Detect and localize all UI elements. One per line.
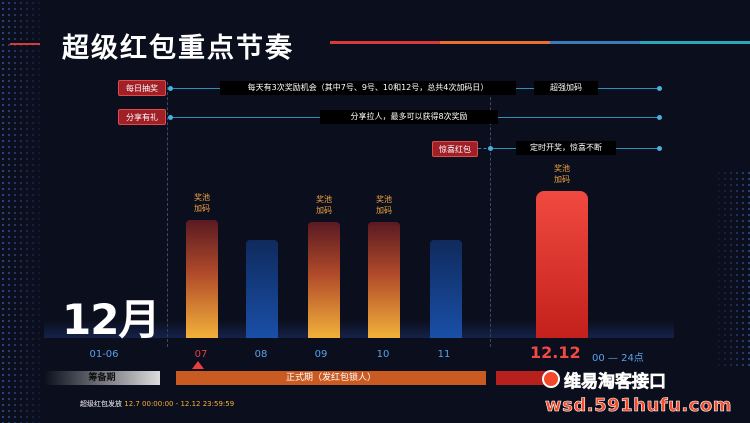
row-line-surprise-lead — [478, 148, 492, 149]
bar-label-line1: 奖池 — [554, 164, 570, 173]
divider-finale — [490, 82, 491, 347]
xaxis-day-10: 10 — [376, 349, 390, 360]
phase-official: 正式期（发红包锁人） — [176, 371, 486, 385]
bar-07 — [186, 220, 218, 338]
watermark-logo-icon — [542, 370, 560, 388]
bar-09 — [308, 222, 340, 338]
surprise-packet-text: 定时开奖，惊喜不断 — [516, 141, 616, 155]
tag-surprise-packet: 惊喜红包 — [432, 141, 478, 157]
row-dot-end-share — [657, 115, 662, 120]
xaxis-pre-label: 01-06 — [89, 349, 119, 360]
bar-label-line1: 奖池 — [376, 195, 392, 204]
bar-12-12 — [536, 191, 588, 338]
xaxis-final-day: 12.12 — [530, 343, 581, 362]
right-dot-pattern — [716, 170, 750, 370]
header-line-red — [330, 41, 440, 44]
bar-label-line2: 加码 — [376, 206, 392, 215]
bar-label-line2: 加码 — [554, 175, 570, 184]
tag-share-gift: 分享有礼 — [118, 109, 166, 125]
phase-prep: 筹备期 — [44, 371, 160, 385]
footer-release-time: 超级红包发放 12.7 00:00:00 - 12.12 23:59:59 — [80, 399, 234, 409]
header-line-teal — [640, 41, 750, 44]
page-title: 超级红包重点节奏 — [62, 33, 294, 64]
xaxis-day-11: 11 — [437, 349, 451, 360]
watermark-url: wsd.591hufu.com — [545, 395, 733, 417]
xaxis-final-hours: 00 — 24点 — [592, 353, 644, 364]
daily-draw-text: 每天有3次奖励机会（其中7号、9号、10和12号，总共4次加码日） — [220, 81, 516, 95]
current-day-marker — [192, 361, 204, 369]
bar-label-line2: 加码 — [316, 206, 332, 215]
header-line-orange — [440, 41, 550, 44]
bar-11 — [430, 240, 462, 338]
watermark-name-text: 维易淘客接口 — [564, 371, 667, 392]
bar-label-07: 奖池 加码 — [182, 192, 222, 214]
title-accent-line — [10, 43, 40, 45]
bar-label-09: 奖池 加码 — [304, 194, 344, 216]
bar-10 — [368, 222, 400, 338]
footer-value: 12.7 00:00:00 - 12.12 23:59:59 — [124, 400, 235, 408]
row-dot-end-surprise — [657, 146, 662, 151]
row-dot-start-surprise — [488, 146, 493, 151]
xaxis-day-09: 09 — [314, 349, 328, 360]
bar-label-line1: 奖池 — [316, 195, 332, 204]
share-gift-text: 分享拉人，最多可以获得8次奖励 — [320, 110, 498, 124]
xaxis-day-08: 08 — [254, 349, 268, 360]
divider-start — [167, 82, 168, 347]
left-dot-pattern — [0, 0, 40, 423]
watermark-name: 维易淘客接口 — [542, 368, 667, 392]
tag-daily-draw: 每日抽奖 — [118, 80, 166, 96]
xaxis-day-07: 07 — [194, 349, 208, 360]
footer-label: 超级红包发放 — [80, 400, 122, 408]
bar-08 — [246, 240, 278, 338]
bar-label-12-12: 奖池 加码 — [542, 163, 582, 185]
row-dot-start-daily — [168, 86, 173, 91]
bar-label-10: 奖池 加码 — [364, 194, 404, 216]
month-label: 12月 — [62, 295, 160, 344]
phase-finale — [496, 371, 548, 385]
daily-boost-text: 超强加码 — [534, 81, 598, 95]
bar-label-line1: 奖池 — [194, 193, 210, 202]
row-dot-start-share — [168, 115, 173, 120]
header-line-blue — [550, 41, 640, 44]
row-dot-end-daily — [657, 86, 662, 91]
bar-label-line2: 加码 — [194, 204, 210, 213]
